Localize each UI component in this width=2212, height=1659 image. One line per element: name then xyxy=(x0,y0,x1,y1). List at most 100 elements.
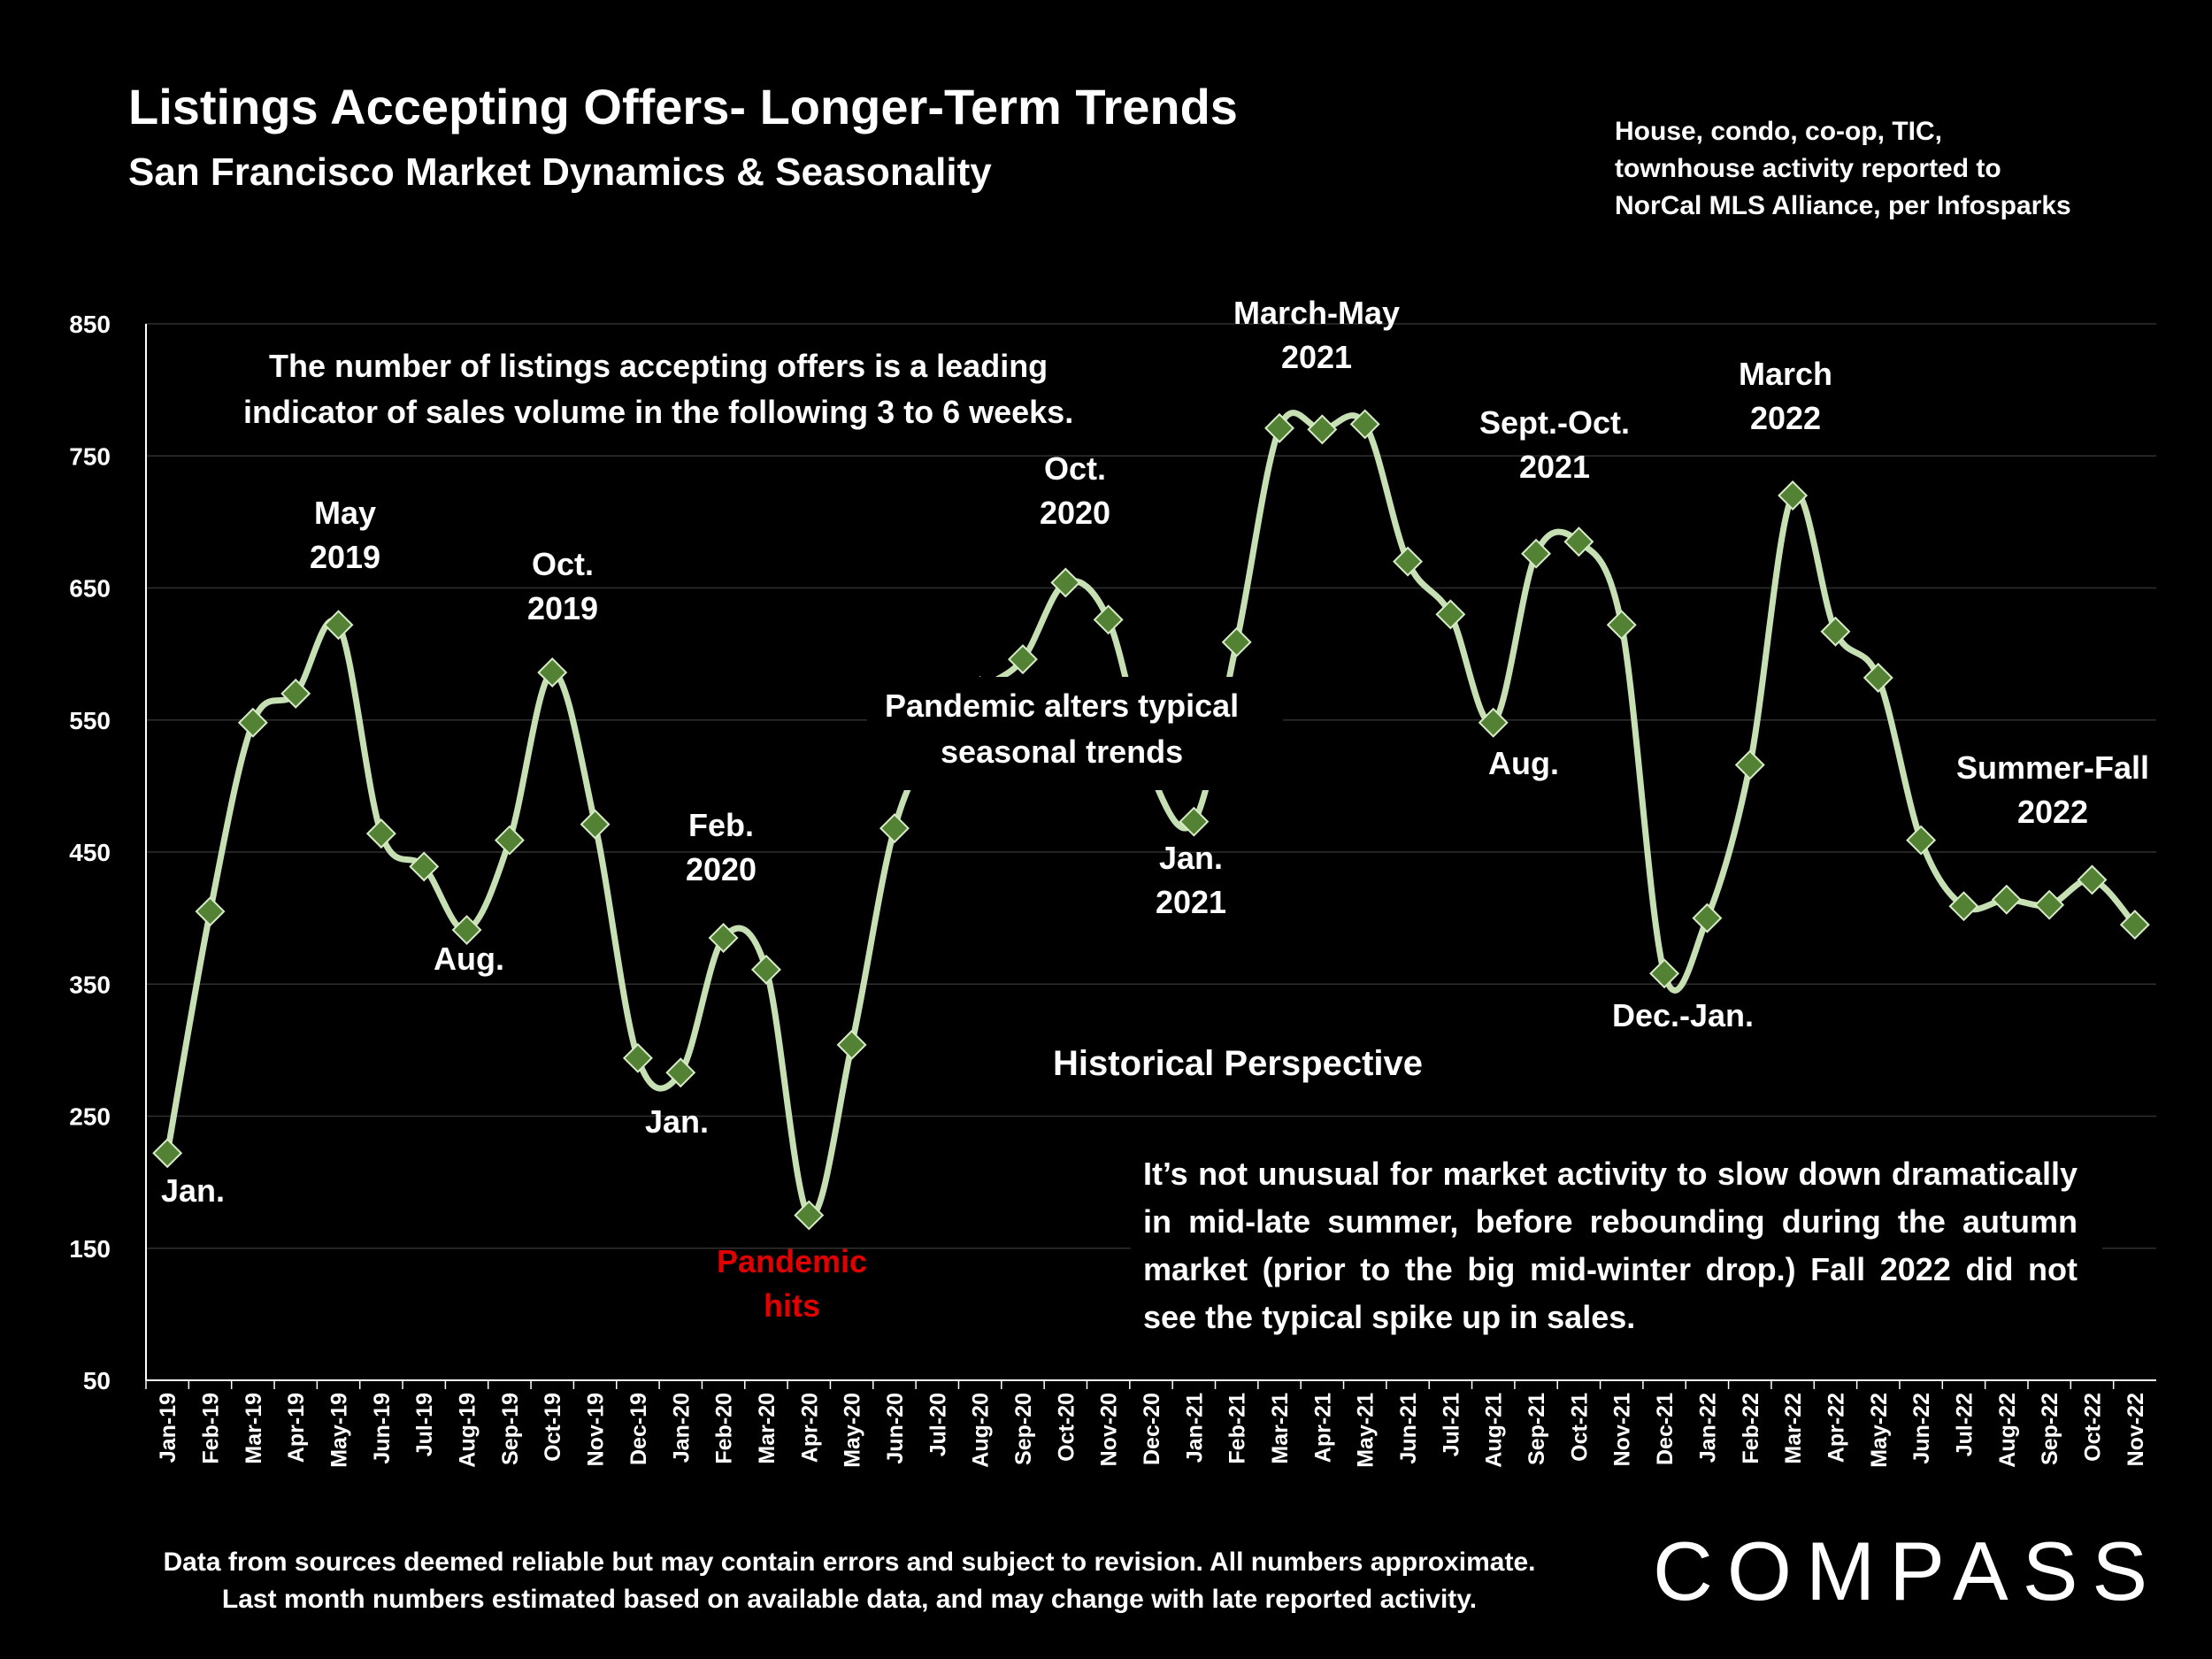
x-tick-label: Jan-22 xyxy=(1695,1393,1720,1463)
chart-subtitle: San Francisco Market Dynamics & Seasonal… xyxy=(128,150,992,194)
footer-line: Last month numbers estimated based on av… xyxy=(221,1585,1478,1614)
data-point xyxy=(1093,604,1124,635)
x-tick-label: Feb-19 xyxy=(199,1393,224,1464)
data-point xyxy=(708,923,739,953)
x-tick-label: Jun-20 xyxy=(883,1393,908,1464)
data-point xyxy=(280,678,311,709)
annotation-label: Feb. xyxy=(688,807,754,843)
data-point xyxy=(1435,599,1466,630)
data-point xyxy=(1221,626,1252,657)
x-tick-label: May-21 xyxy=(1354,1393,1379,1468)
annotation-label: March-May xyxy=(1233,295,1400,331)
x-tick-label: Nov-20 xyxy=(1097,1393,1122,1466)
note-background xyxy=(241,336,1175,434)
data-point xyxy=(2119,910,2150,941)
x-tick-label: Jul-20 xyxy=(926,1393,950,1456)
data-point xyxy=(1692,902,1723,933)
x-tick-label: Aug-22 xyxy=(1995,1393,2020,1468)
x-tick-label: Aug-19 xyxy=(456,1393,480,1468)
x-tick-label: Jan-20 xyxy=(669,1393,694,1463)
data-point xyxy=(1008,644,1038,675)
annotation-label: 2022 xyxy=(2017,794,2088,830)
data-point xyxy=(836,1029,867,1060)
note-line: indicator of sales volume in the followi… xyxy=(243,394,1074,430)
data-point xyxy=(451,915,482,946)
x-tick-label: Sep-21 xyxy=(1525,1393,1549,1465)
annotation-label: 2022 xyxy=(1750,400,1821,436)
data-point xyxy=(1563,526,1594,557)
y-tick-label: 750 xyxy=(69,442,111,470)
annotation-label: Jan. xyxy=(161,1172,225,1209)
data-point xyxy=(879,813,910,844)
source-note: House, condo, co-op, TIC, townhouse acti… xyxy=(1615,113,2071,225)
data-point xyxy=(1478,707,1509,738)
compass-logo: COMPASS xyxy=(1653,1525,2162,1617)
annotation-label: 2020 xyxy=(686,851,757,887)
historical-perspective-title: Historical Perspective xyxy=(1053,1044,1423,1083)
x-tick-label: Sep-19 xyxy=(498,1393,523,1465)
x-tick-label: Sep-22 xyxy=(2038,1393,2062,1465)
source-line: townhouse activity reported to xyxy=(1615,154,2001,183)
data-point xyxy=(750,954,781,985)
x-tick-label: Nov-22 xyxy=(2124,1393,2148,1466)
note-line: The number of listings accepting offers … xyxy=(269,348,1048,384)
x-tick-label: Jul-21 xyxy=(1439,1393,1463,1456)
x-tick-label: May-19 xyxy=(327,1393,352,1468)
chart-title: Listings Accepting Offers- Longer-Term T… xyxy=(128,79,1238,134)
x-tick-label: May-20 xyxy=(841,1393,865,1468)
x-tick-label: Sep-20 xyxy=(1011,1393,1036,1465)
annotation-label: 2021 xyxy=(1281,339,1352,375)
x-tick-label: Mar-20 xyxy=(755,1393,780,1464)
annotation-label: 2020 xyxy=(1040,495,1110,531)
data-point xyxy=(365,818,396,849)
source-line: House, condo, co-op, TIC, xyxy=(1615,117,1942,146)
annotation-label: Jan. xyxy=(1159,840,1223,876)
y-axis-ticks: 50 150 250 350 450 550 650 750 850 xyxy=(69,311,111,1394)
leading-indicator-note: The number of listings accepting offers … xyxy=(243,343,1073,435)
x-tick-label: Nov-21 xyxy=(1610,1393,1635,1466)
data-point xyxy=(1050,567,1081,598)
x-tick-label: Mar-22 xyxy=(1781,1393,1806,1464)
data-point xyxy=(1264,412,1294,443)
data-point xyxy=(1820,616,1851,647)
data-point xyxy=(580,809,611,840)
annotation-label: hits xyxy=(764,1287,820,1324)
data-point xyxy=(1349,409,1380,440)
data-point xyxy=(323,610,354,641)
x-tick-label: Mar-21 xyxy=(1268,1393,1293,1464)
annotation-label: March xyxy=(1739,356,1832,392)
x-tick-label: Feb-22 xyxy=(1739,1393,1763,1464)
x-tick-label: Jan-21 xyxy=(1182,1393,1207,1463)
note-line: Pandemic alters typical xyxy=(885,687,1240,724)
y-tick-label: 150 xyxy=(69,1235,111,1263)
x-tick-label: Dec-21 xyxy=(1653,1393,1678,1465)
x-tick-label: Mar-19 xyxy=(242,1393,266,1464)
x-tick-label: Oct-20 xyxy=(1054,1393,1079,1462)
series-line xyxy=(164,410,2138,1219)
x-tick-label: Jun-21 xyxy=(1396,1393,1421,1464)
x-tick-label: May-22 xyxy=(1867,1393,1892,1468)
x-tick-label: Oct-22 xyxy=(2080,1393,2105,1462)
y-tick-label: 550 xyxy=(69,707,111,734)
historical-perspective-text: It’s not unusual for market activity to … xyxy=(1143,1156,2078,1335)
x-tick-label: Jun-19 xyxy=(370,1393,395,1464)
x-tick-label: Oct-21 xyxy=(1567,1393,1592,1462)
x-tick-label: Nov-19 xyxy=(584,1393,609,1466)
y-tick-label: 850 xyxy=(69,311,111,338)
x-tick-label: Apr-20 xyxy=(797,1393,822,1463)
data-point xyxy=(1778,480,1809,511)
data-point xyxy=(537,657,568,687)
annotation-label: 2021 xyxy=(1519,449,1590,485)
data-point xyxy=(2034,889,2065,920)
data-point xyxy=(409,851,440,882)
annotation-label: 2019 xyxy=(310,539,380,575)
data-point xyxy=(195,896,226,927)
y-tick-label: 350 xyxy=(69,971,111,998)
data-point xyxy=(665,1057,696,1088)
annotation-label: 2019 xyxy=(527,590,598,626)
x-tick-label: Feb-21 xyxy=(1225,1393,1250,1464)
x-tick-label: Feb-20 xyxy=(712,1393,737,1464)
data-point xyxy=(1948,891,1979,922)
series-listings xyxy=(152,336,2150,1348)
